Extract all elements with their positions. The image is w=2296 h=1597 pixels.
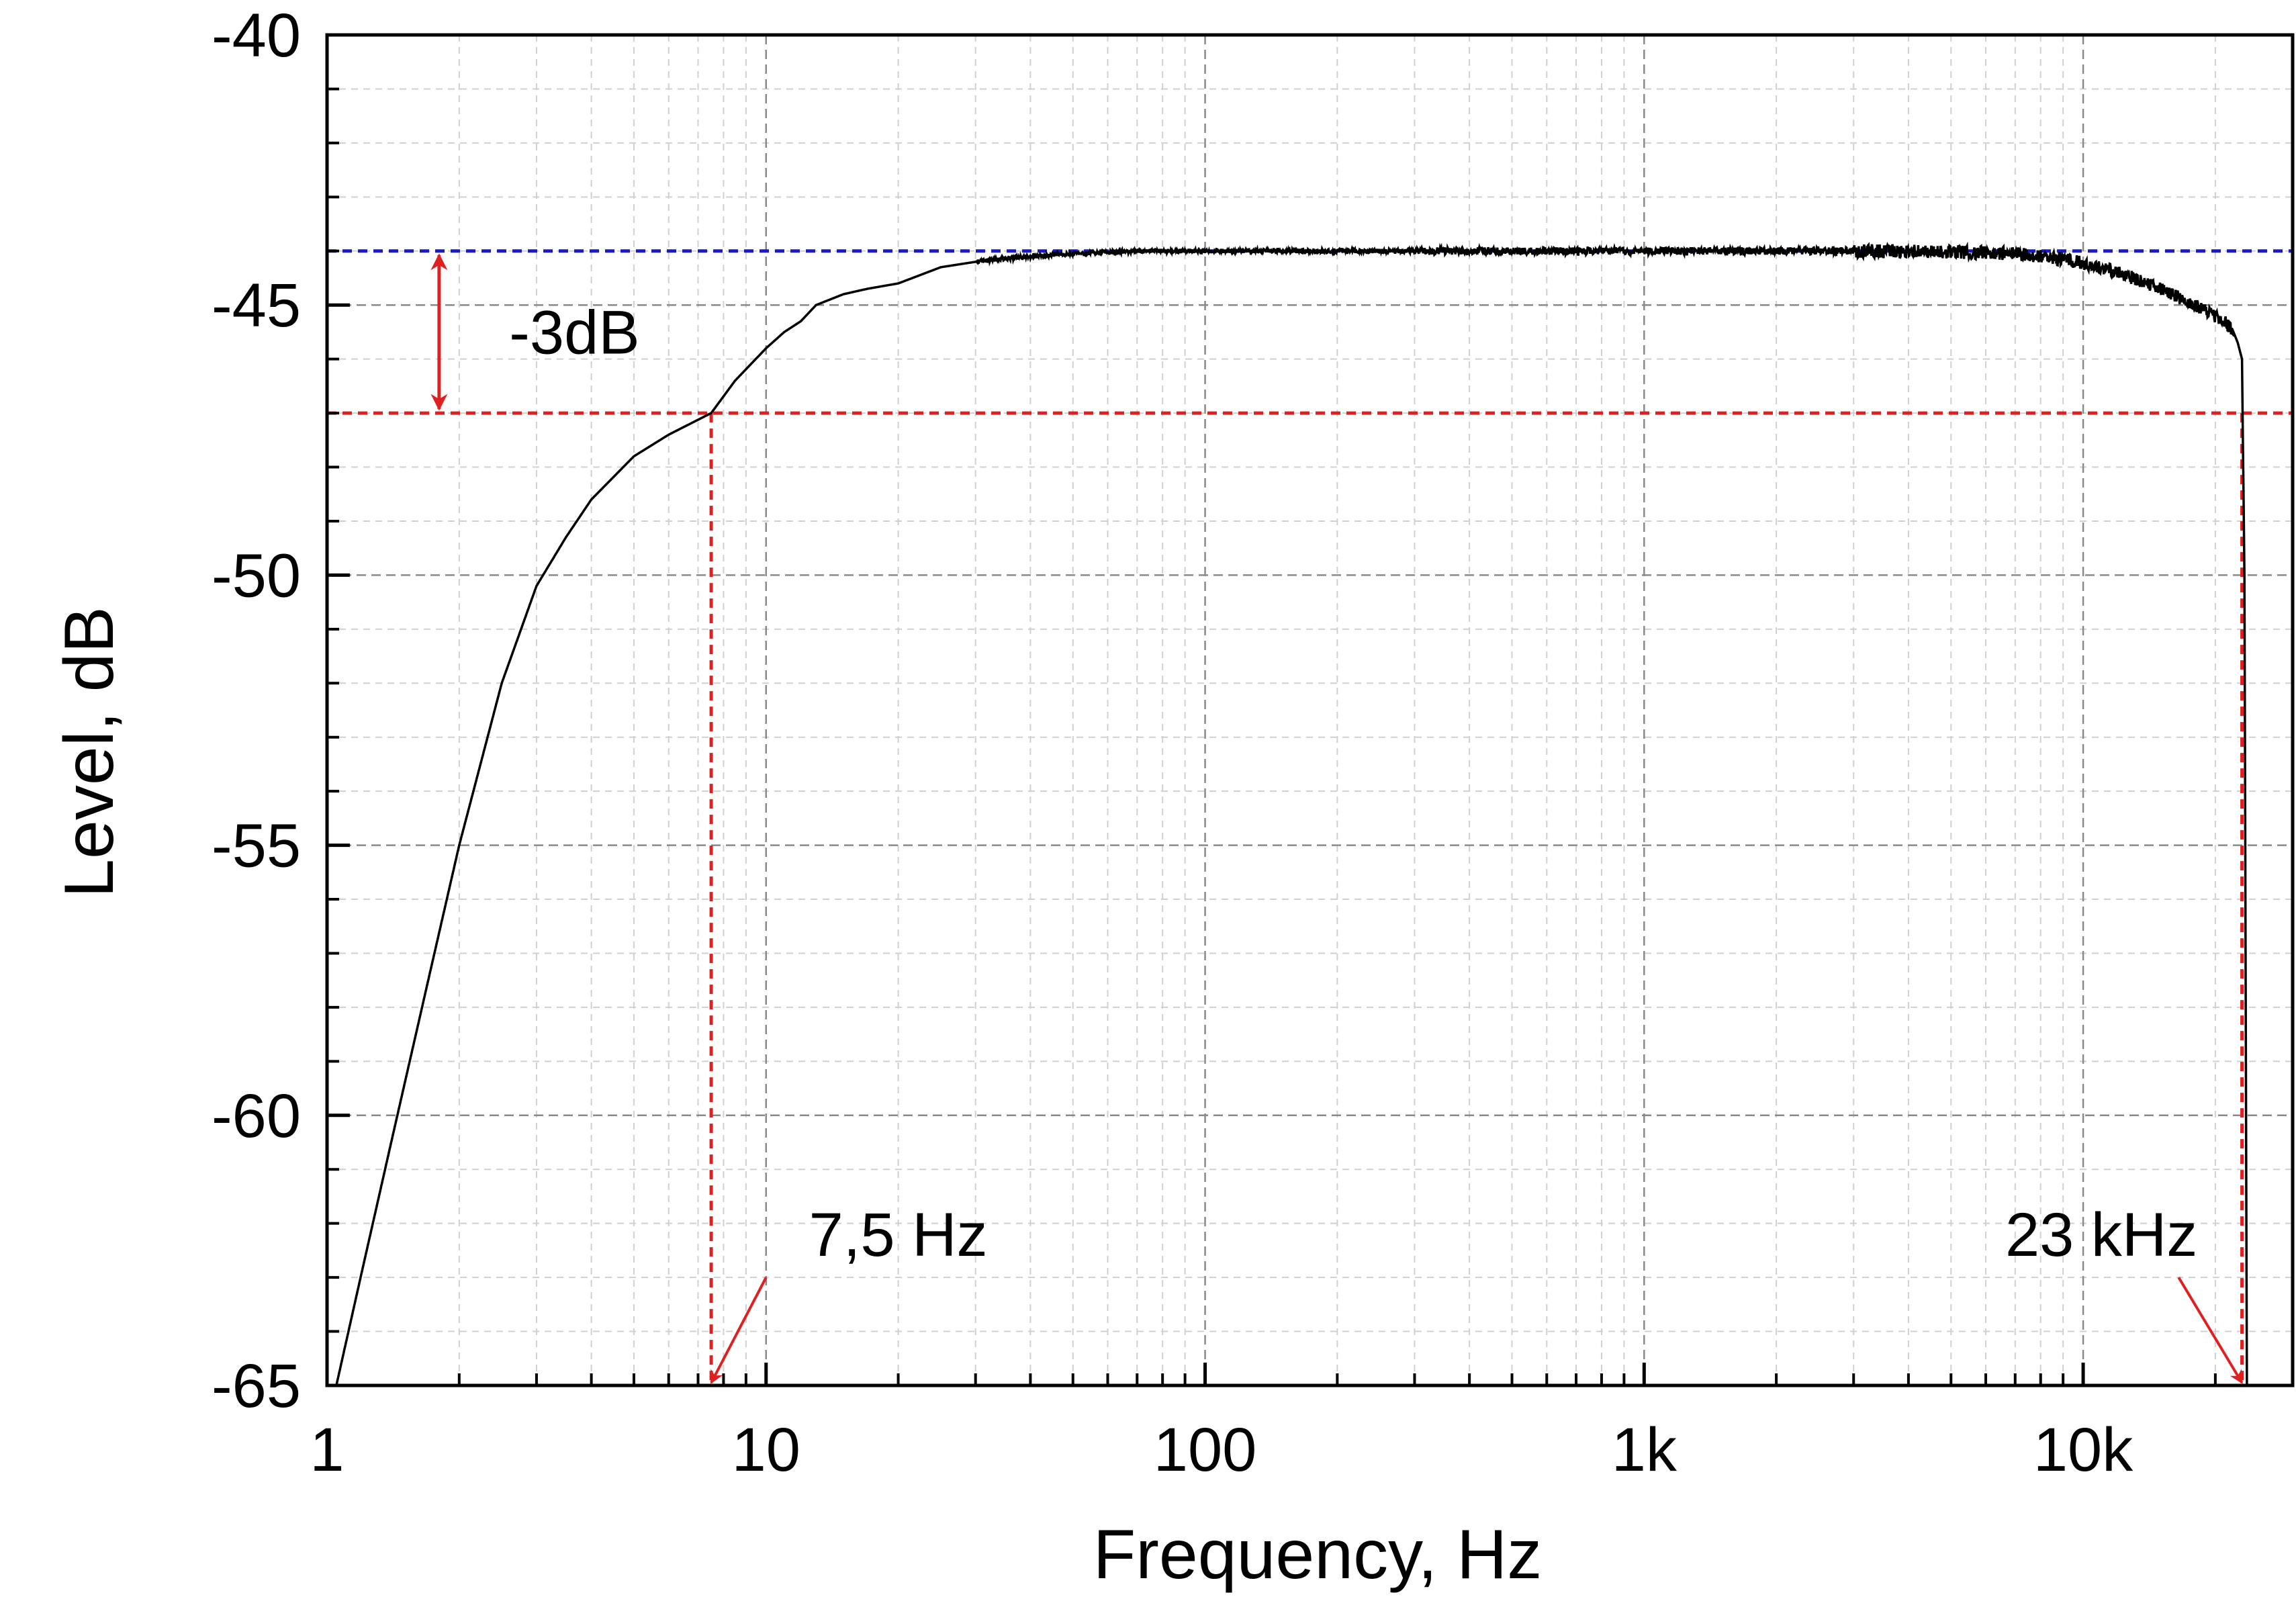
annotation-label: 23 kHz [2005,1201,2197,1269]
x-tick-label: 1 [310,1416,344,1484]
y-axis-label: Level, dB [50,606,128,898]
x-tick-label: 10k [2033,1416,2133,1484]
series-line [336,244,2247,1385]
y-tick-label: -65 [212,1352,301,1420]
reference-lines [327,251,2293,1385]
minor-grid [327,35,2293,1385]
x-tick-label: 100 [1154,1416,1257,1484]
y-tick-label: -60 [212,1082,301,1150]
y-tick-label: -50 [212,541,301,610]
y-tick-label: -40 [212,1,301,70]
annotation-label: -3dB [509,298,639,367]
plot-frame [327,35,2293,1385]
annotation-arrow [2178,1277,2242,1383]
y-tick-labels: -40 -45 -50 -55 -60 -65 [212,1,301,1420]
y-tick-label: -55 [212,812,301,880]
axis-ticks [327,35,2293,1385]
x-tick-label: 1k [1612,1416,1678,1484]
major-grid [327,35,2293,1385]
series-group [336,244,2247,1385]
x-tick-label: 10 [732,1416,800,1484]
annotation-arrow [711,1277,766,1383]
annotation-label: 7,5 Hz [809,1201,988,1269]
x-tick-labels: 1 10 100 1k 10k [310,1416,2133,1484]
y-tick-label: -45 [212,271,301,340]
x-axis-label: Frequency, Hz [1093,1516,1543,1594]
